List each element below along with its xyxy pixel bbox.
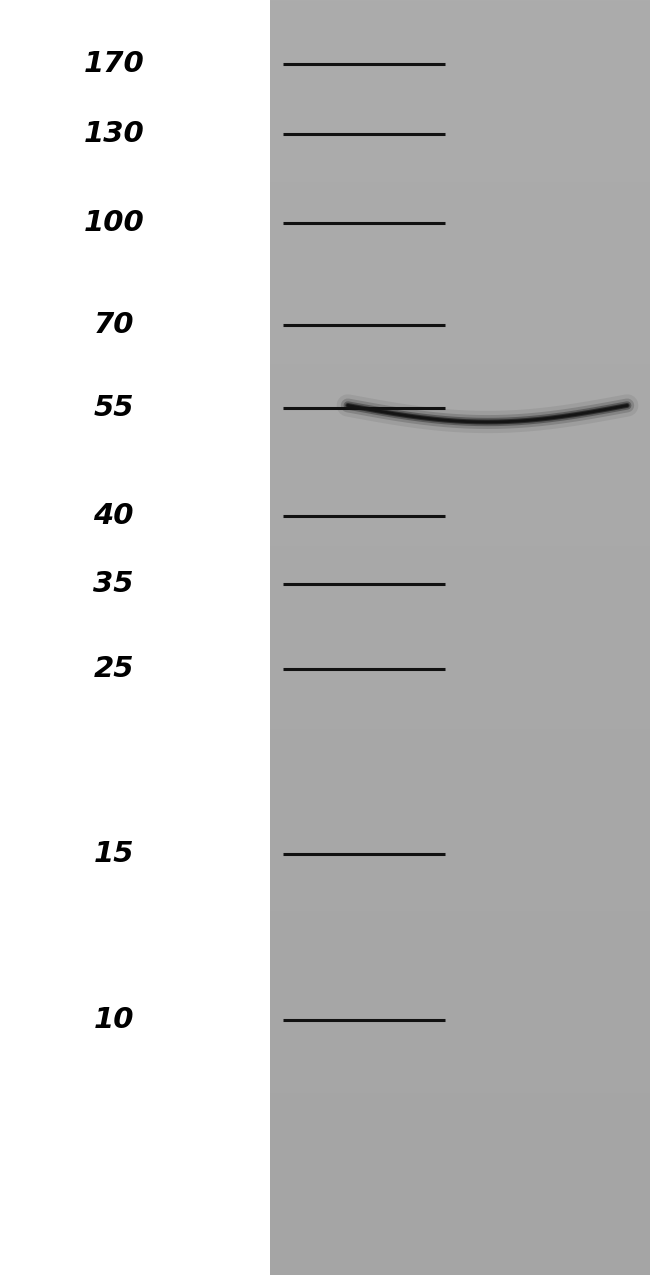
Text: 130: 130 [83, 120, 144, 148]
Text: 55: 55 [94, 394, 134, 422]
Text: 10: 10 [94, 1006, 134, 1034]
Text: 15: 15 [94, 840, 134, 868]
Text: 25: 25 [94, 655, 134, 683]
Text: 40: 40 [94, 502, 134, 530]
Text: 100: 100 [83, 209, 144, 237]
Text: 70: 70 [94, 311, 134, 339]
Text: 35: 35 [94, 570, 134, 598]
Text: 170: 170 [83, 50, 144, 78]
